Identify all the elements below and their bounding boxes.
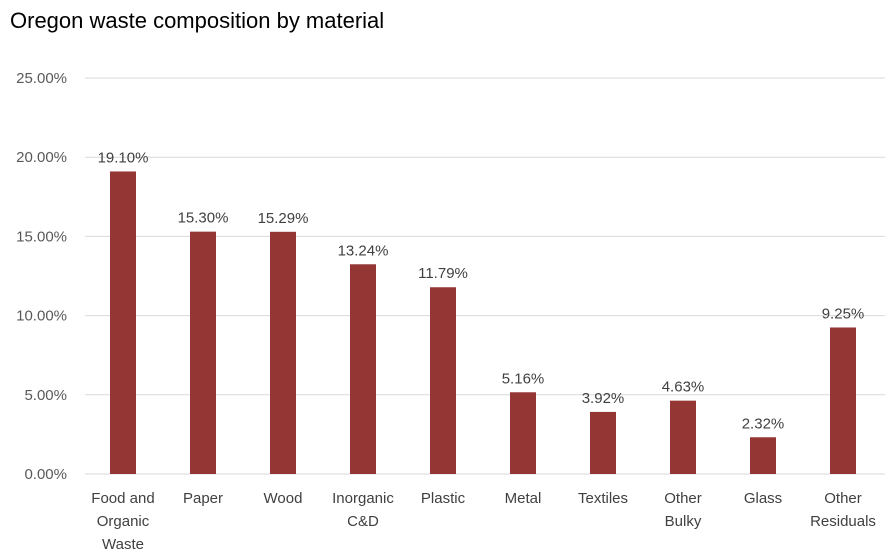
data-label: 19.10% — [98, 149, 149, 166]
data-label: 9.25% — [822, 305, 865, 322]
data-label: 3.92% — [582, 390, 625, 407]
category-label: Waste — [102, 536, 144, 553]
category-label: Paper — [183, 490, 223, 507]
category-label: C&D — [347, 513, 379, 530]
data-label: 5.16% — [502, 370, 545, 387]
data-label: 15.29% — [258, 210, 309, 227]
bar — [350, 264, 376, 474]
y-tick-label: 25.00% — [16, 70, 67, 87]
category-label: Other — [664, 490, 702, 507]
data-label: 2.32% — [742, 415, 785, 432]
bar — [110, 171, 136, 474]
y-tick-label: 15.00% — [16, 228, 67, 245]
category-label: Organic — [97, 513, 150, 530]
bar — [590, 411, 616, 474]
category-label: Wood — [264, 490, 303, 507]
data-label: 4.63% — [662, 379, 705, 396]
category-label: Metal — [505, 490, 542, 507]
category-label: Other — [824, 490, 862, 507]
chart-title: Oregon waste composition by material — [10, 8, 385, 33]
data-label: 15.30% — [178, 210, 229, 227]
category-label: Bulky — [665, 513, 702, 530]
category-label: Glass — [744, 490, 782, 507]
bar — [190, 231, 216, 474]
bar — [750, 437, 776, 474]
data-label: 13.24% — [338, 242, 389, 259]
y-tick-label: 0.00% — [24, 466, 67, 483]
y-tick-label: 10.00% — [16, 308, 67, 325]
category-label: Plastic — [421, 490, 466, 507]
category-label: Textiles — [578, 490, 628, 507]
bar — [270, 231, 296, 474]
category-label: Inorganic — [332, 490, 394, 507]
category-label: Food and — [91, 490, 154, 507]
y-tick-label: 5.00% — [24, 387, 67, 404]
bar — [510, 392, 536, 474]
data-label: 11.79% — [418, 265, 468, 282]
bar — [830, 327, 856, 474]
bar — [430, 287, 456, 474]
category-label: Residuals — [810, 513, 876, 530]
bar — [670, 400, 696, 474]
y-tick-label: 20.00% — [16, 149, 67, 166]
